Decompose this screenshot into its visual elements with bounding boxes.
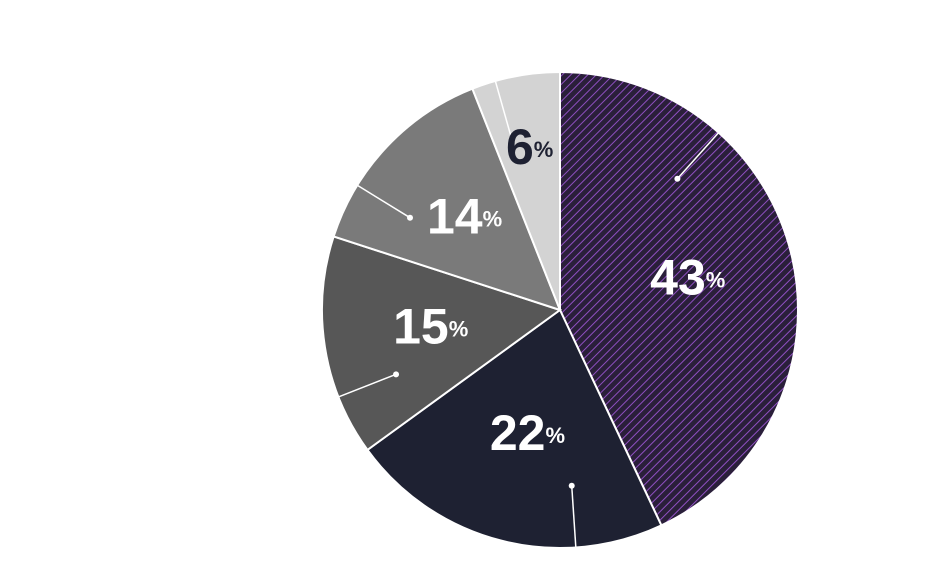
leader-dot [509,137,516,144]
pie-slice [559,70,799,527]
leader-line [338,373,397,398]
leader-dot [674,175,681,182]
data-label-value: 22 [490,405,546,461]
data-label-unit: % [545,423,565,448]
data-label-value: 14 [427,189,483,245]
data-label-unit: % [534,137,554,162]
data-label-unit: % [449,316,469,341]
data-label-value: 6 [506,119,534,175]
data-label: 6% [506,119,553,175]
pie-slice [471,70,561,311]
data-label-value: 43 [650,250,706,306]
leader-dot [407,214,414,221]
pie-slice [321,235,563,452]
pie-slice [332,87,562,312]
leader-line [356,184,411,219]
data-label: 14% [427,189,502,245]
data-label-unit: % [483,206,503,231]
pie-slice [366,308,663,549]
leader-line [676,132,720,180]
leader-dot [568,482,575,489]
data-label: 22% [490,405,565,461]
data-label-unit: % [706,267,726,292]
data-label: 43% [650,250,725,306]
leader-dot [393,371,400,378]
leader-line [494,80,513,141]
data-label: 15% [393,299,468,355]
data-label-value: 15 [393,299,449,355]
leader-line [570,485,577,548]
